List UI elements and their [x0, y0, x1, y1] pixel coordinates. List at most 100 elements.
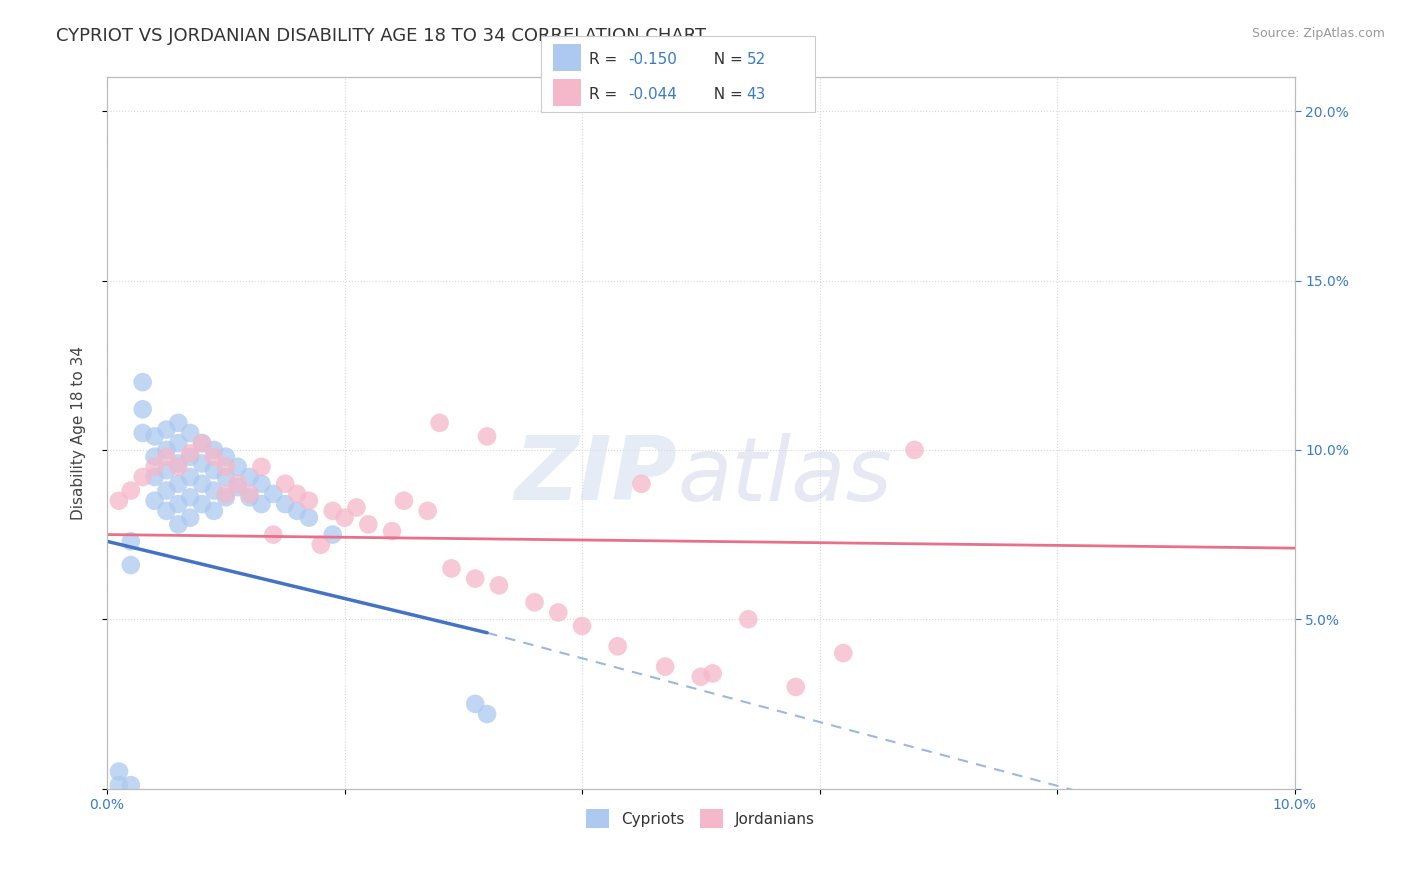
Point [322, 504, 344, 518]
Point [202, 442, 225, 457]
Point [167, 457, 190, 471]
Point [606, 640, 628, 654]
Point [155, 450, 177, 464]
Point [191, 497, 214, 511]
Point [167, 497, 190, 511]
Text: R =: R = [589, 53, 623, 68]
Point [250, 459, 273, 474]
Point [274, 476, 297, 491]
Point [262, 527, 284, 541]
Point [416, 504, 439, 518]
Point [108, 493, 131, 508]
Point [571, 619, 593, 633]
Point [167, 459, 190, 474]
Point [167, 436, 190, 450]
Point [903, 442, 925, 457]
Point [202, 483, 225, 498]
Point [155, 504, 177, 518]
Point [250, 497, 273, 511]
Point [108, 764, 131, 779]
Point [202, 450, 225, 464]
Legend: Cypriots, Jordanians: Cypriots, Jordanians [581, 804, 821, 834]
Point [155, 423, 177, 437]
Point [689, 670, 711, 684]
Point [309, 538, 332, 552]
Text: 43: 43 [747, 87, 766, 103]
Point [226, 476, 249, 491]
Point [440, 561, 463, 575]
Point [630, 476, 652, 491]
Point [108, 778, 131, 792]
Point [274, 497, 297, 511]
Point [215, 450, 238, 464]
Point [488, 578, 510, 592]
Point [298, 493, 321, 508]
Point [322, 527, 344, 541]
Point [155, 442, 177, 457]
Point [120, 558, 142, 572]
Point [202, 463, 225, 477]
Point [239, 487, 262, 501]
Point [167, 517, 190, 532]
Point [239, 470, 262, 484]
Text: N =: N = [704, 53, 748, 68]
Point [191, 457, 214, 471]
Text: -0.150: -0.150 [628, 53, 678, 68]
Point [131, 375, 153, 389]
Point [179, 450, 201, 464]
Point [131, 425, 153, 440]
Point [215, 459, 238, 474]
Point [215, 487, 238, 501]
Point [120, 778, 142, 792]
Point [429, 416, 451, 430]
Point [143, 470, 166, 484]
Point [333, 510, 356, 524]
Point [191, 436, 214, 450]
Point [298, 510, 321, 524]
Point [191, 436, 214, 450]
Point [167, 476, 190, 491]
Point [737, 612, 759, 626]
Point [167, 416, 190, 430]
Point [131, 470, 153, 484]
Point [143, 429, 166, 443]
Point [131, 402, 153, 417]
Text: 52: 52 [747, 53, 766, 68]
Point [285, 504, 308, 518]
Text: -0.044: -0.044 [628, 87, 678, 103]
Point [179, 470, 201, 484]
Point [702, 666, 724, 681]
Point [120, 483, 142, 498]
Point [475, 706, 498, 721]
Point [120, 534, 142, 549]
Point [226, 480, 249, 494]
Point [143, 493, 166, 508]
Text: Source: ZipAtlas.com: Source: ZipAtlas.com [1251, 27, 1385, 40]
Point [215, 491, 238, 505]
Point [191, 476, 214, 491]
Point [464, 697, 486, 711]
Point [143, 459, 166, 474]
Point [523, 595, 546, 609]
Point [155, 483, 177, 498]
Point [547, 606, 569, 620]
Text: ZIP: ZIP [515, 432, 678, 519]
Point [179, 446, 201, 460]
Text: R =: R = [589, 87, 623, 103]
Text: N =: N = [704, 87, 748, 103]
Point [464, 572, 486, 586]
Y-axis label: Disability Age 18 to 34: Disability Age 18 to 34 [72, 346, 86, 520]
Text: CYPRIOT VS JORDANIAN DISABILITY AGE 18 TO 34 CORRELATION CHART: CYPRIOT VS JORDANIAN DISABILITY AGE 18 T… [56, 27, 706, 45]
Point [143, 450, 166, 464]
Point [285, 487, 308, 501]
Point [262, 487, 284, 501]
Point [832, 646, 855, 660]
Point [202, 504, 225, 518]
Point [155, 463, 177, 477]
Point [179, 491, 201, 505]
Point [785, 680, 807, 694]
Point [250, 476, 273, 491]
Point [215, 470, 238, 484]
Point [226, 459, 249, 474]
Point [346, 500, 368, 515]
